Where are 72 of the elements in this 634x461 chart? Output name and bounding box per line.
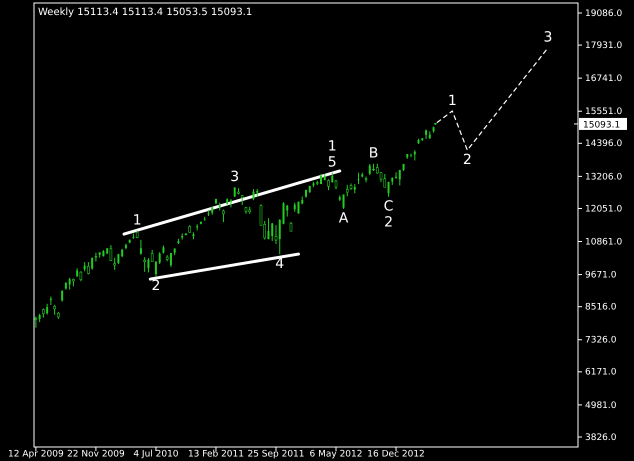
annotation: B (368, 146, 378, 162)
y-tick-label: 10861.0 (585, 237, 622, 248)
candlestick (294, 202, 296, 212)
y-tick-label: 19086.0 (585, 8, 622, 19)
x-tick-label: 12 Apr 2009 (8, 450, 64, 460)
y-tick-label: 13206.0 (585, 172, 622, 182)
annotation: 1 (448, 92, 457, 109)
annotation: 3 (544, 30, 552, 46)
candlestick (34, 316, 38, 328)
candlestick (327, 178, 330, 191)
candlestick (425, 129, 428, 140)
candlestick (368, 164, 371, 176)
annotation: 2 (462, 152, 472, 168)
y-tick-label: 3826.0 (585, 432, 617, 443)
candlestick (252, 188, 254, 201)
candlestick (170, 252, 172, 268)
x-tick-label: 4 Jul 2010 (133, 450, 179, 460)
y-tick-label: 16741.0 (585, 74, 622, 84)
candlestick (398, 169, 401, 186)
candlestick (388, 181, 390, 198)
y-tick-label: 9671.0 (585, 270, 617, 280)
annotation: 3 (230, 169, 240, 186)
y-tick-label: 8516.0 (585, 302, 617, 313)
x-tick-label: 13 Feb 2011 (188, 450, 244, 460)
candlestick (84, 262, 86, 272)
candlestick (342, 194, 345, 210)
candlestick (290, 221, 292, 232)
candlestick (271, 222, 274, 242)
x-tick-label: 25 Sep 2011 (247, 450, 305, 460)
chart-title: Weekly 15113.4 15113.4 15053.5 15093.1 (38, 7, 252, 18)
candlestick (117, 253, 120, 265)
candlestick (46, 303, 48, 316)
x-tick-label: 22 Nov 2009 (67, 450, 125, 460)
x-tick-label: 6 May 2012 (310, 450, 362, 460)
y-tick-label: 17931.0 (585, 40, 622, 51)
candlestick (278, 218, 281, 255)
candlestick (87, 262, 90, 275)
candlestick (354, 184, 356, 194)
annotation: 5 (328, 154, 337, 171)
annotation: 1 (328, 138, 337, 155)
y-tick-label: 12051.0 (585, 204, 622, 214)
y-tick-label: 4981.0 (585, 400, 617, 411)
y-tick-label: 7326.0 (585, 336, 617, 346)
y-tick-label: 6171.0 (585, 368, 617, 378)
candlestick (414, 150, 416, 161)
candlestick (222, 209, 225, 223)
y-tick-label: 14396.0 (585, 139, 622, 150)
x-tick-label: 16 Dec 2012 (367, 450, 425, 460)
candlestick (53, 304, 56, 316)
annotation: 2 (151, 278, 160, 294)
candlestick (267, 218, 270, 240)
candlestick (113, 257, 116, 270)
candlestick (91, 256, 94, 270)
line-series (436, 47, 549, 151)
candlestick (346, 184, 349, 197)
candlestick (282, 202, 284, 225)
annotation: C (384, 198, 394, 215)
annotation: 4 (275, 256, 284, 272)
candlestick (331, 172, 334, 184)
candlestick (42, 308, 45, 318)
annotation: A (338, 210, 349, 227)
y-tick-label: 15551.0 (585, 107, 622, 118)
candlestick (297, 201, 300, 214)
candlestick (110, 244, 112, 262)
candlestick (80, 270, 82, 282)
annotation: 2 (384, 214, 393, 231)
candlestick (240, 194, 244, 206)
candlestick (143, 256, 146, 272)
candlestick (140, 239, 142, 256)
candlestick (68, 277, 71, 290)
annotation: 1 (132, 212, 142, 228)
text: 15093.1 (583, 120, 620, 130)
